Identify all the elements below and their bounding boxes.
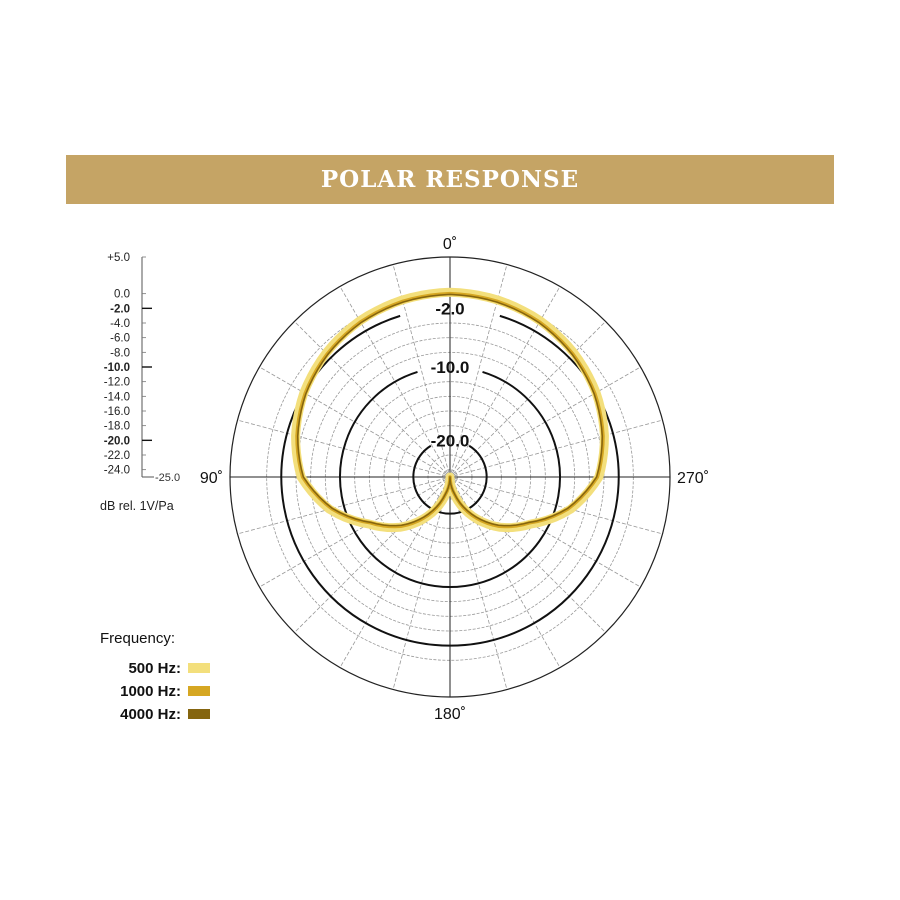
scale-tick-label: -6.0 xyxy=(110,333,130,345)
scale-tick-label: -24.0 xyxy=(104,465,130,477)
grid-spoke xyxy=(237,477,447,535)
scale-tick-label: -16.0 xyxy=(104,406,130,418)
grid-spoke xyxy=(452,321,606,475)
scale-tick-label: -10.0 xyxy=(104,362,130,374)
ring-label: -2.0 xyxy=(435,299,464,318)
angle-label: 90˚ xyxy=(200,470,223,487)
scale-tick-label: -14.0 xyxy=(104,391,130,403)
legend-swatch xyxy=(188,709,210,719)
grid-spoke xyxy=(453,366,641,476)
chart-title: POLAR RESPONSE xyxy=(320,166,580,193)
angle-label: 0˚ xyxy=(443,236,457,253)
ring-label: -20.0 xyxy=(431,431,470,450)
legend-label: 1000 Hz: xyxy=(120,683,181,700)
scale-unit-label: dB rel. 1V/Pa xyxy=(100,499,174,513)
legend-swatch xyxy=(188,686,210,696)
major-ring xyxy=(412,444,488,515)
chart-title-banner: POLAR RESPONSE xyxy=(66,155,834,204)
legend-title: Frequency: xyxy=(100,630,175,647)
scale-tick-label: -2.0 xyxy=(110,303,130,315)
scale-tick-label: -8.0 xyxy=(110,347,130,359)
scale-tick-label: -20.0 xyxy=(104,435,130,447)
grid-spoke xyxy=(339,286,449,474)
scale-tick-label: 0.0 xyxy=(114,289,130,301)
grid-spoke xyxy=(392,480,450,690)
grid-spoke xyxy=(453,478,641,588)
outer-ring xyxy=(229,256,671,698)
scale-tick-label: -12.0 xyxy=(104,377,130,389)
legend-label: 500 Hz: xyxy=(128,660,181,677)
angle-label: 270˚ xyxy=(677,470,709,487)
angle-label: 180˚ xyxy=(434,706,466,723)
series-line-4000hz xyxy=(296,293,604,527)
grid-spoke xyxy=(259,366,447,476)
ring-label: -10.0 xyxy=(431,358,470,377)
grid-spoke xyxy=(294,479,448,633)
grid-spoke xyxy=(259,478,447,588)
grid-spoke xyxy=(453,477,663,535)
scale-tick-label: -25.0 xyxy=(155,472,180,484)
legend-label: 4000 Hz: xyxy=(120,706,181,723)
grid-spoke xyxy=(237,419,447,477)
grid-spoke xyxy=(453,419,663,477)
scale-tick-label: -4.0 xyxy=(110,318,130,330)
legend-swatch xyxy=(188,663,210,673)
scale-tick-label: -18.0 xyxy=(104,421,130,433)
grid-spoke xyxy=(451,286,561,474)
major-ring xyxy=(339,370,561,588)
scale-tick-label: -22.0 xyxy=(104,450,130,462)
grid-spoke xyxy=(450,480,508,690)
major-ring xyxy=(280,314,620,647)
grid-spoke xyxy=(452,479,606,633)
grid-spoke xyxy=(294,321,448,475)
scale-tick-label: +5.0 xyxy=(107,252,130,264)
